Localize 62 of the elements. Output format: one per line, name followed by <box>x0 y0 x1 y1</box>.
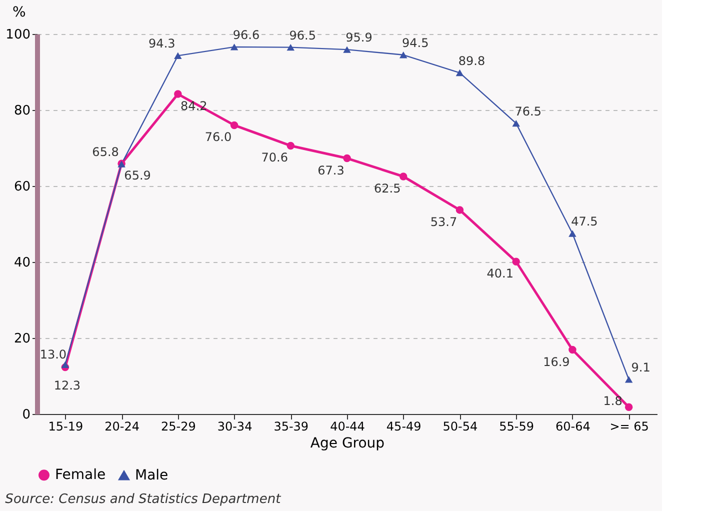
x-tick-label: 55-59 <box>499 420 534 434</box>
x-tick-label: 20-24 <box>104 420 140 434</box>
point <box>568 346 576 354</box>
data-label: 94.3 <box>148 36 176 51</box>
legend-label: Female <box>55 467 106 484</box>
data-label: 96.6 <box>232 28 260 42</box>
point <box>174 90 182 98</box>
point <box>624 403 633 412</box>
x-tick-label: 35-39 <box>274 420 309 434</box>
y-tick-label: 100 <box>6 28 30 42</box>
x-tick-label: >= 65 <box>610 420 649 434</box>
data-label: 95.9 <box>346 30 372 45</box>
data-label: 96.5 <box>289 28 316 42</box>
point <box>568 230 576 237</box>
data-label: 16.9 <box>543 354 570 369</box>
data-label: 12.3 <box>54 378 81 392</box>
point <box>456 206 464 214</box>
point <box>343 154 351 162</box>
source-note: Source: Census and Statistics Department <box>5 492 282 507</box>
point <box>61 361 70 368</box>
x-tick-label: 30-34 <box>217 420 252 434</box>
legend-label: Male <box>135 467 168 484</box>
data-label: 89.8 <box>458 54 486 68</box>
data-label: 9.1 <box>631 360 650 374</box>
point <box>399 52 408 58</box>
point <box>512 258 520 266</box>
point <box>343 46 351 53</box>
x-tick-label: 25-29 <box>160 420 196 434</box>
point <box>286 142 295 150</box>
y-tick-label: 60 <box>14 180 30 194</box>
x-tick-label: 60-64 <box>556 420 590 434</box>
data-label: 53.7 <box>430 214 458 229</box>
data-label: 65.9 <box>124 168 151 183</box>
point <box>399 172 408 180</box>
data-label: 94.5 <box>402 36 429 50</box>
point <box>624 376 633 383</box>
point <box>512 120 520 127</box>
x-tick-label: 40-44 <box>330 420 365 434</box>
data-label: 76.5 <box>514 104 542 118</box>
point <box>456 69 464 76</box>
x-tick-label: 15-19 <box>48 420 84 434</box>
point <box>174 52 182 60</box>
data-label: 76.0 <box>204 130 232 144</box>
x-axis-title: Age Group <box>310 436 385 452</box>
point <box>286 44 295 51</box>
y-tick-label: 80 <box>14 104 30 118</box>
data-label: 40.1 <box>486 266 514 281</box>
data-label: 1.8 <box>603 394 622 408</box>
y-tick-label: 20 <box>14 332 30 346</box>
data-label: 47.5 <box>571 214 598 228</box>
point <box>230 121 238 130</box>
point <box>230 44 238 50</box>
data-label: 62.5 <box>374 182 401 196</box>
data-label: 70.6 <box>261 150 288 165</box>
data-label: 67.3 <box>318 163 344 178</box>
data-label: 13.0 <box>40 348 67 362</box>
y-tick-label: 0 <box>22 408 30 422</box>
x-tick-label: 45-49 <box>386 420 422 434</box>
y-tick-label: 40 <box>14 256 30 270</box>
data-label: 65.8 <box>92 144 119 159</box>
y-axis-title: % <box>12 4 26 20</box>
x-tick-label: 50-54 <box>442 420 478 434</box>
